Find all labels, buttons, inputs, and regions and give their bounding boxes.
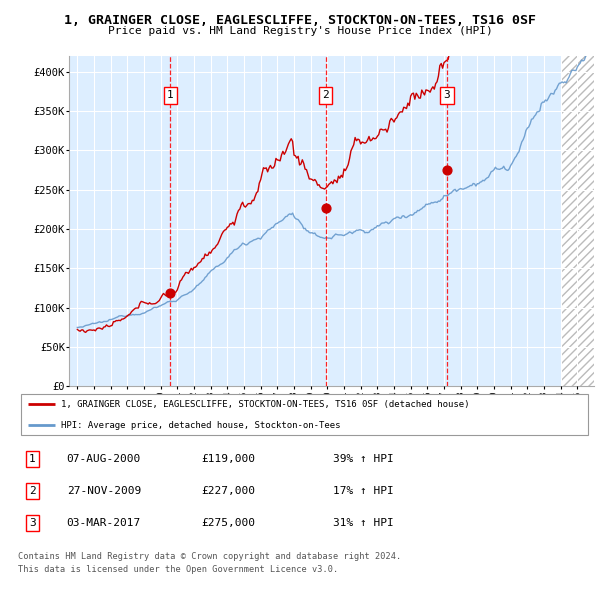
Text: 31% ↑ HPI: 31% ↑ HPI (333, 518, 394, 528)
Text: 1: 1 (29, 454, 36, 464)
Text: £275,000: £275,000 (202, 518, 256, 528)
Text: 07-AUG-2000: 07-AUG-2000 (67, 454, 141, 464)
Text: 27-NOV-2009: 27-NOV-2009 (67, 486, 141, 496)
Point (321, 203, 331, 212)
Text: This data is licensed under the Open Government Licence v3.0.: This data is licensed under the Open Gov… (18, 565, 338, 574)
Text: Price paid vs. HM Land Registry's House Price Index (HPI): Price paid vs. HM Land Registry's House … (107, 26, 493, 35)
Point (442, 165, 452, 175)
Text: 39% ↑ HPI: 39% ↑ HPI (333, 454, 394, 464)
Point (166, 288, 175, 297)
Text: 3: 3 (443, 90, 450, 100)
FancyBboxPatch shape (21, 394, 588, 435)
Text: £227,000: £227,000 (202, 486, 256, 496)
Text: £119,000: £119,000 (202, 454, 256, 464)
Text: 03-MAR-2017: 03-MAR-2017 (67, 518, 141, 528)
Text: Contains HM Land Registry data © Crown copyright and database right 2024.: Contains HM Land Registry data © Crown c… (18, 552, 401, 561)
Text: 1, GRAINGER CLOSE, EAGLESCLIFFE, STOCKTON-ON-TEES, TS16 0SF (detached house): 1, GRAINGER CLOSE, EAGLESCLIFFE, STOCKTO… (61, 400, 469, 409)
Text: 17% ↑ HPI: 17% ↑ HPI (333, 486, 394, 496)
Text: 2: 2 (29, 486, 36, 496)
Text: HPI: Average price, detached house, Stockton-on-Tees: HPI: Average price, detached house, Stoc… (61, 421, 340, 431)
Text: 2: 2 (322, 90, 329, 100)
Text: 3: 3 (29, 518, 36, 528)
Text: 1: 1 (167, 90, 174, 100)
Text: 1, GRAINGER CLOSE, EAGLESCLIFFE, STOCKTON-ON-TEES, TS16 0SF: 1, GRAINGER CLOSE, EAGLESCLIFFE, STOCKTO… (64, 14, 536, 27)
